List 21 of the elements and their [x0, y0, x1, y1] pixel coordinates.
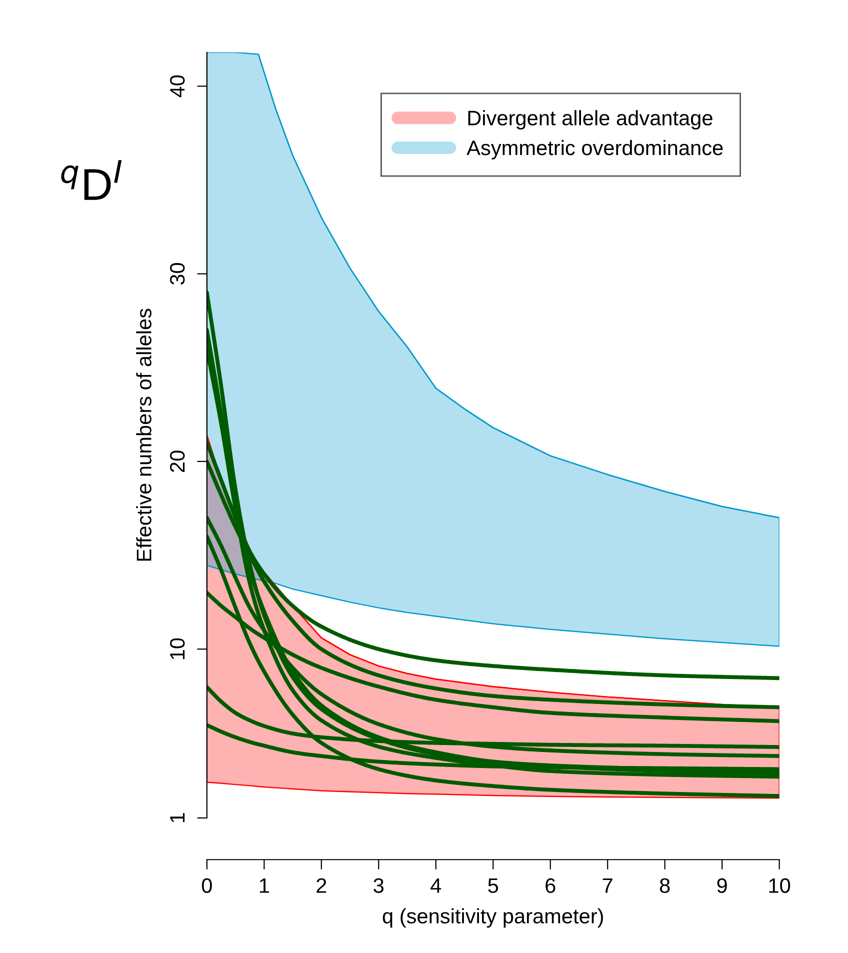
x-tick-label: 7 — [602, 878, 612, 893]
x-tick-label: 0 — [202, 878, 212, 893]
text: $^{q}$D$^{I}$ — [61, 160, 122, 200]
x-tick-label: 3 — [374, 878, 384, 893]
y-tick-label: 20 — [170, 450, 185, 472]
y-tick-label: 10 — [170, 638, 185, 660]
y-tick-label: 1 — [170, 813, 185, 822]
y-tick-label: 40 — [170, 75, 185, 98]
y-tick-label: 30 — [170, 263, 185, 285]
x-tick-label: 5 — [488, 878, 498, 893]
x-tick-label: 9 — [717, 878, 727, 893]
x-tick-label: 8 — [660, 878, 670, 893]
x-tick-label: 10 — [769, 878, 790, 893]
y-axis-title: Effective numbers of alleles — [136, 308, 152, 561]
legend-label: Asymmetric overdominance — [466, 140, 723, 160]
x-axis-title: q (sensitivity parameter) — [382, 908, 603, 928]
x-tick-label: 4 — [430, 878, 442, 893]
x-tick-label: 1 — [260, 878, 269, 893]
x-tick-label: 2 — [316, 878, 326, 893]
legend-label: Divergent allele advantage — [468, 110, 712, 130]
x-tick-label: 6 — [546, 878, 556, 893]
